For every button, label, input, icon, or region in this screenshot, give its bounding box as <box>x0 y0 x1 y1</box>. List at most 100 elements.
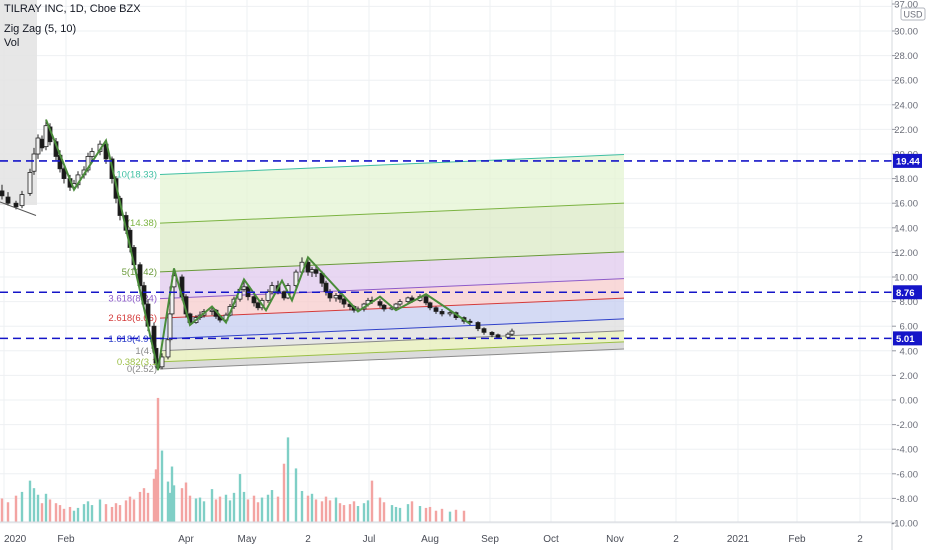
volume-bar <box>214 499 218 522</box>
volume-bar <box>286 437 290 522</box>
volume-bar <box>342 505 346 522</box>
candle-body <box>447 312 453 315</box>
fib-level-line <box>159 348 625 370</box>
price-tick-label: 24.00 <box>894 100 918 111</box>
fib-band <box>160 341 624 370</box>
candle-body <box>165 339 171 358</box>
candle-body <box>31 153 37 172</box>
volume-bar <box>62 508 66 522</box>
fib-level-line <box>159 251 625 273</box>
volume-bar <box>86 501 90 522</box>
time-tick-label: Nov <box>606 534 624 545</box>
volume-bar <box>328 500 332 522</box>
volume-bar <box>428 506 432 522</box>
price-tick-label: -6.00 <box>896 469 918 480</box>
volume-bar <box>14 495 18 522</box>
fib-band <box>160 298 624 339</box>
candle-body <box>397 301 403 305</box>
volume-bar <box>76 507 80 522</box>
volume-bar <box>72 510 76 522</box>
volume-bar <box>228 500 232 522</box>
price-tag-bg <box>893 285 922 300</box>
candle-body <box>475 322 481 330</box>
volume-bar <box>166 481 170 522</box>
zigzag-indicator-label[interactable]: Zig Zag (5, 10) <box>4 23 77 35</box>
fib-level-label: 1.618(4.97) <box>108 334 157 345</box>
volume-bar <box>124 500 128 522</box>
volume-bar <box>338 503 342 522</box>
volume-bar <box>320 501 324 522</box>
time-tick-label: 2 <box>305 534 311 545</box>
volume-bar <box>198 497 202 522</box>
currency-badge <box>900 7 926 21</box>
volume-bar <box>424 507 428 522</box>
volume-bar <box>348 504 352 522</box>
time-tick-label: Oct <box>543 534 559 545</box>
volume-bar <box>282 463 286 522</box>
volume-bar <box>210 489 214 522</box>
candle-body <box>423 296 429 304</box>
volume-bar <box>260 497 264 522</box>
volume-bar <box>152 478 156 522</box>
candle-body <box>281 291 287 299</box>
volume-bar <box>300 490 304 522</box>
volume-bar <box>32 488 36 522</box>
candle-body <box>35 137 41 155</box>
candle-body <box>337 295 343 300</box>
candle-body <box>27 172 33 194</box>
volume-bar <box>378 497 382 522</box>
candle-body <box>309 269 315 273</box>
trend-line <box>0 201 37 216</box>
time-tick-label: Apr <box>178 534 194 545</box>
candle-body <box>509 330 515 335</box>
volume-bar <box>48 499 52 522</box>
time-tick-label: Feb <box>788 534 806 545</box>
volume-bar <box>448 511 452 522</box>
symbol-title[interactable]: TILRAY INC, 1D, Cboe BZX <box>4 3 141 15</box>
volume-bar <box>266 494 270 522</box>
zigzag-line <box>45 119 471 371</box>
volume-bar <box>132 499 136 522</box>
price-axis-bg <box>892 0 932 550</box>
fib-level-label: 0(2.52) <box>127 364 157 375</box>
price-tick-label: 8.00 <box>900 297 919 308</box>
candle-body <box>19 194 25 207</box>
fib-level-label: 3.618(8.24) <box>108 294 157 305</box>
price-tick-label: 37.00 <box>894 0 918 11</box>
volume-bar <box>40 503 44 522</box>
candle-body <box>439 311 445 315</box>
volume-bar <box>440 508 444 522</box>
volume-bar <box>398 507 402 522</box>
volume-bar <box>406 504 410 522</box>
volume-bar <box>382 502 386 522</box>
candle-body <box>269 285 275 293</box>
price-tick-label: 16.00 <box>894 199 918 210</box>
volume-indicator-label[interactable]: Vol <box>4 37 20 49</box>
candle-body <box>0 190 5 197</box>
volume-bar <box>390 505 394 522</box>
candle-body <box>39 138 45 149</box>
volume-bar <box>362 503 366 522</box>
volume-bar <box>270 490 274 522</box>
price-tick-label: -8.00 <box>896 494 918 505</box>
candle-body <box>433 307 439 312</box>
volume-bar <box>54 503 58 522</box>
price-tick-label: 4.00 <box>900 346 919 357</box>
candle-body <box>495 334 501 338</box>
time-tick-label: 2021 <box>727 534 750 545</box>
volume-bar <box>114 503 118 522</box>
volume-bar <box>232 492 236 522</box>
candle-body <box>381 304 387 310</box>
time-tick-label: 2 <box>673 534 679 545</box>
time-tick-label: 2020 <box>4 534 27 545</box>
candle-body <box>427 302 433 309</box>
volume-bar <box>6 502 10 522</box>
volume-bar <box>310 493 314 522</box>
candle-body <box>333 295 339 299</box>
candle-body <box>405 297 411 303</box>
fib-level-line <box>159 341 625 363</box>
volume-bar <box>246 499 250 522</box>
price-tick-label: 26.00 <box>894 76 918 87</box>
price-tick-label: 18.00 <box>894 174 918 185</box>
